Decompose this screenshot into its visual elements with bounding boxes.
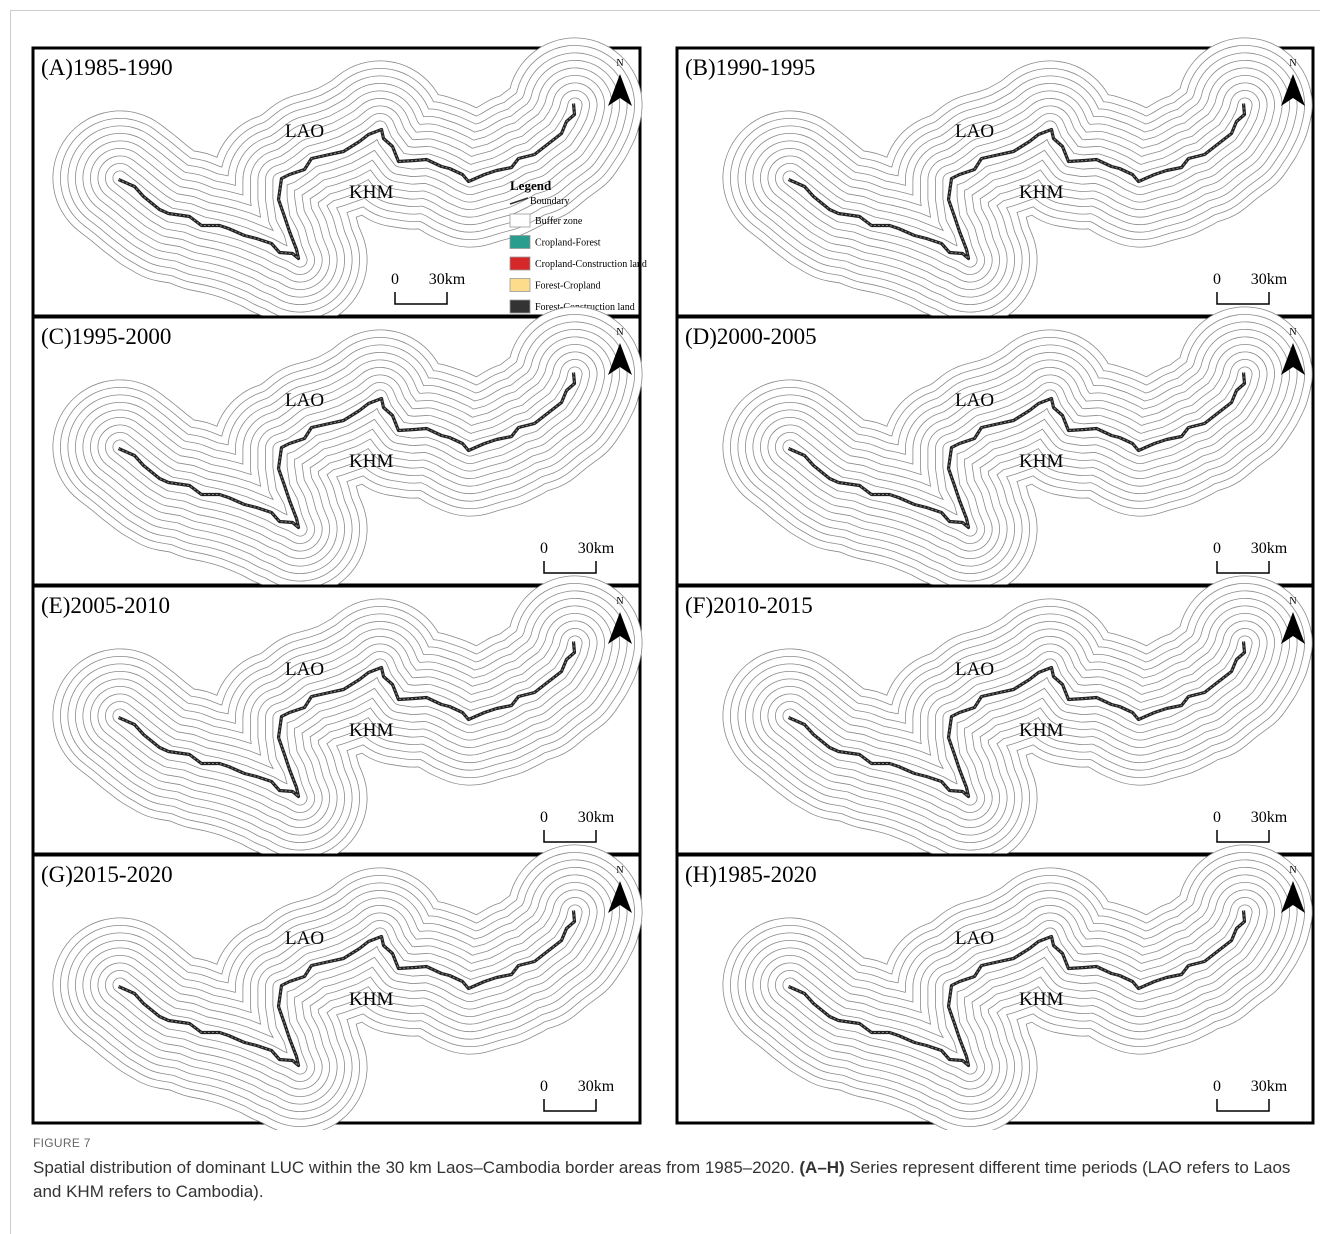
scale-label: 0 bbox=[540, 1078, 548, 1095]
country-label: LAO bbox=[285, 928, 324, 949]
scale-label: 30km bbox=[1251, 271, 1288, 288]
caption: Spatial distribution of dominant LUC wit… bbox=[33, 1156, 1303, 1204]
legend-title: Legend bbox=[510, 178, 552, 193]
country-label: KHM bbox=[1019, 451, 1063, 472]
legend-swatch bbox=[510, 300, 530, 313]
page: LAO KHM (A)1985-1990 N 0 30km Legend Boundary Bu… bbox=[0, 0, 1320, 1234]
panel-title: (B)1990-1995 bbox=[685, 55, 815, 80]
country-label: KHM bbox=[349, 720, 393, 741]
country-label: KHM bbox=[1019, 182, 1063, 203]
scale-label: 0 bbox=[391, 271, 399, 288]
scale-label: 0 bbox=[1213, 540, 1221, 557]
scale-label: 0 bbox=[540, 540, 548, 557]
legend-label: Cropland-Forest bbox=[535, 238, 601, 249]
map-panel: LAO KHM (D)2000-2005 N 0 30km bbox=[677, 317, 1313, 585]
north-label: N bbox=[616, 596, 623, 607]
legend-label: Cropland-Construction land bbox=[535, 259, 647, 270]
panel-title: (H)1985-2020 bbox=[685, 862, 817, 887]
legend-label: Buffer zone bbox=[535, 216, 583, 227]
legend-swatch bbox=[510, 236, 530, 249]
country-label: LAO bbox=[955, 659, 994, 680]
panel-title: (F)2010-2015 bbox=[685, 593, 813, 618]
map-panel: LAO KHM (H)1985-2020 N 0 30km bbox=[677, 855, 1313, 1123]
north-label: N bbox=[616, 327, 623, 338]
country-label: LAO bbox=[285, 659, 324, 680]
scale-label: 30km bbox=[429, 271, 466, 288]
caption-text: Spatial distribution of dominant LUC wit… bbox=[33, 1158, 799, 1177]
country-label: LAO bbox=[285, 390, 324, 411]
panel-title: (E)2005-2010 bbox=[41, 593, 170, 618]
north-label: N bbox=[1289, 865, 1296, 876]
north-label: N bbox=[1289, 58, 1296, 69]
scale-label: 0 bbox=[1213, 809, 1221, 826]
map-panel: LAO KHM (A)1985-1990 N 0 30km Legend Boundary Bu… bbox=[33, 48, 647, 316]
map-panel: LAO KHM (G)2015-2020 N 0 30km bbox=[33, 855, 640, 1123]
map-panel: LAO KHM (C)1995-2000 N 0 30km bbox=[33, 317, 640, 585]
scale-label: 0 bbox=[540, 809, 548, 826]
country-label: KHM bbox=[349, 182, 393, 203]
panel-title: (C)1995-2000 bbox=[41, 324, 171, 349]
scale-label: 30km bbox=[578, 809, 615, 826]
scale-label: 30km bbox=[1251, 809, 1288, 826]
north-label: N bbox=[616, 865, 623, 876]
map-panel: LAO KHM (E)2005-2010 N 0 30km bbox=[33, 586, 640, 854]
legend-label: Boundary bbox=[530, 196, 569, 207]
north-label: N bbox=[1289, 327, 1296, 338]
panel-title: (G)2015-2020 bbox=[41, 862, 173, 887]
country-label: KHM bbox=[1019, 720, 1063, 741]
legend-swatch bbox=[510, 257, 530, 270]
country-label: KHM bbox=[1019, 989, 1063, 1010]
caption-bold: (A–H) bbox=[799, 1158, 844, 1177]
figure-label: FIGURE 7 bbox=[33, 1136, 91, 1150]
scale-label: 30km bbox=[1251, 1078, 1288, 1095]
scale-label: 30km bbox=[578, 1078, 615, 1095]
country-label: LAO bbox=[285, 121, 324, 142]
scale-label: 0 bbox=[1213, 1078, 1221, 1095]
legend-swatch bbox=[510, 214, 530, 227]
country-label: LAO bbox=[955, 121, 994, 142]
map-panel: LAO KHM (B)1990-1995 N 0 30km bbox=[677, 48, 1313, 316]
country-label: LAO bbox=[955, 928, 994, 949]
country-label: KHM bbox=[349, 989, 393, 1010]
panel-title: (A)1985-1990 bbox=[41, 55, 173, 80]
legend-swatch bbox=[510, 279, 530, 292]
map-panel: LAO KHM (F)2010-2015 N 0 30km bbox=[677, 586, 1313, 854]
legend-label: Forest-Cropland bbox=[535, 281, 601, 292]
country-label: LAO bbox=[955, 390, 994, 411]
figure: LAO KHM (A)1985-1990 N 0 30km Legend Boundary Bu… bbox=[0, 0, 1320, 1130]
scale-label: 30km bbox=[578, 540, 615, 557]
panel-title: (D)2000-2005 bbox=[685, 324, 817, 349]
scale-label: 0 bbox=[1213, 271, 1221, 288]
north-label: N bbox=[616, 58, 623, 69]
scale-label: 30km bbox=[1251, 540, 1288, 557]
north-label: N bbox=[1289, 596, 1296, 607]
country-label: KHM bbox=[349, 451, 393, 472]
